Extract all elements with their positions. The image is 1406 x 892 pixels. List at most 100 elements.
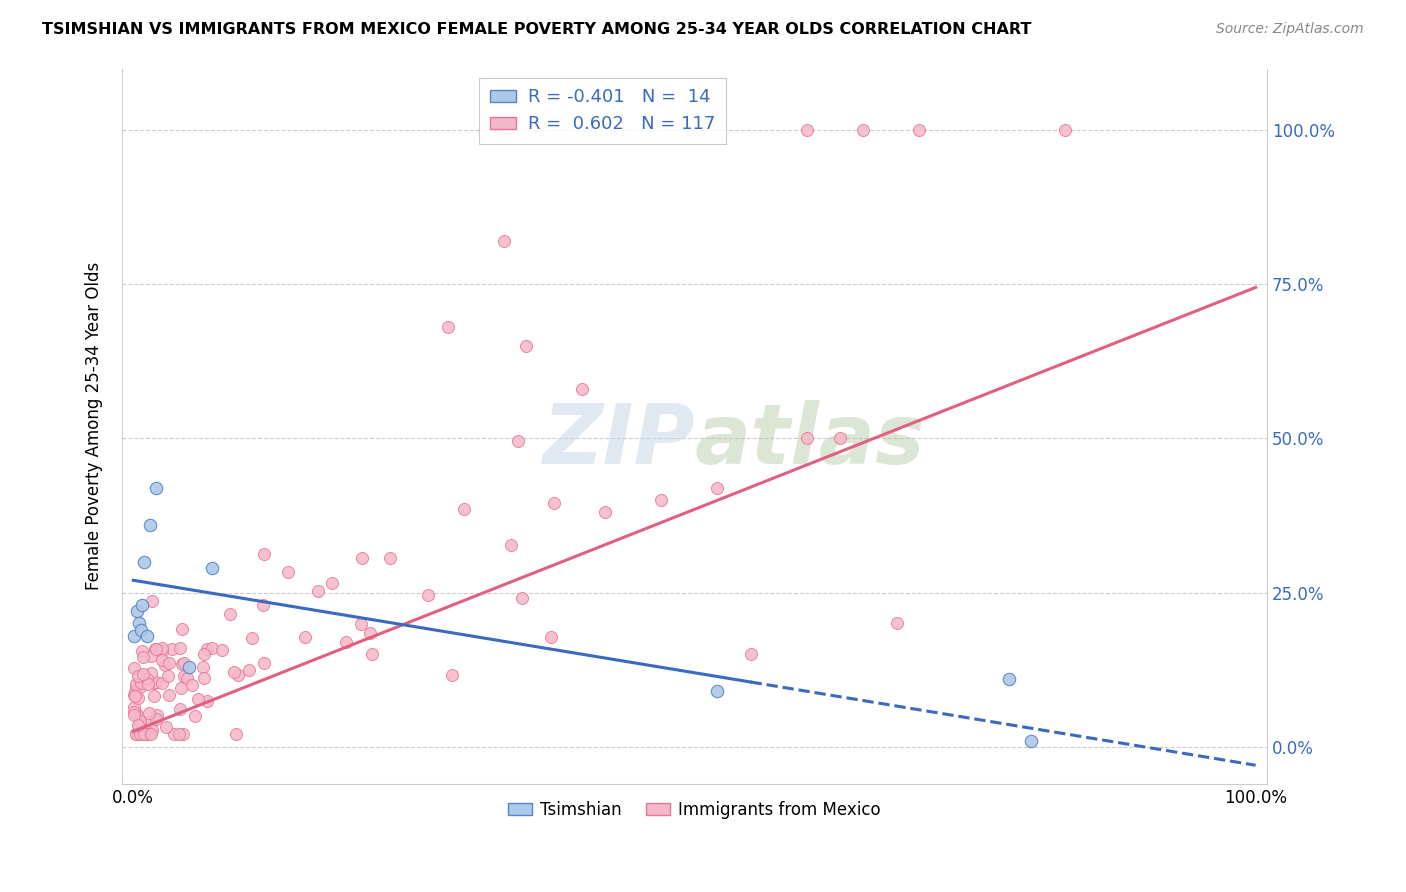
Point	[136, 677, 159, 691]
Point	[436, 320, 458, 334]
Point	[211, 643, 233, 657]
Point	[277, 566, 299, 580]
Point	[201, 561, 224, 575]
Point	[139, 649, 162, 664]
Text: ZIP: ZIP	[541, 400, 695, 481]
Point	[124, 708, 146, 723]
Point	[129, 680, 152, 694]
Point	[173, 657, 195, 671]
Point	[145, 712, 167, 726]
Point	[157, 688, 180, 702]
Point	[128, 616, 150, 631]
Point	[492, 234, 515, 248]
Point	[127, 669, 149, 683]
Point	[132, 727, 155, 741]
Point	[124, 685, 146, 699]
Point	[240, 631, 263, 645]
Point	[145, 642, 167, 657]
Point	[129, 714, 152, 729]
Point	[499, 538, 522, 552]
Point	[515, 339, 537, 353]
Point	[176, 671, 198, 685]
Point	[321, 575, 343, 590]
Point	[706, 481, 728, 495]
Point	[124, 629, 146, 643]
Point	[540, 630, 562, 644]
Point	[160, 641, 183, 656]
Point	[294, 630, 316, 644]
Point	[852, 123, 875, 137]
Point	[252, 598, 274, 612]
Point	[350, 551, 373, 566]
Point	[157, 657, 180, 671]
Point	[167, 727, 190, 741]
Point	[124, 690, 146, 704]
Point	[179, 659, 201, 673]
Point	[129, 623, 152, 637]
Point	[191, 660, 214, 674]
Point	[124, 677, 146, 691]
Point	[132, 727, 155, 741]
Point	[650, 493, 672, 508]
Point	[127, 727, 149, 741]
Point	[138, 706, 160, 721]
Point	[124, 688, 146, 702]
Point	[593, 505, 616, 519]
Point	[796, 123, 818, 137]
Point	[150, 641, 173, 656]
Point	[134, 555, 156, 569]
Point	[125, 706, 148, 721]
Point	[886, 616, 908, 631]
Point	[156, 669, 179, 683]
Point	[135, 714, 157, 729]
Point	[225, 727, 247, 741]
Point	[124, 705, 146, 719]
Point	[150, 644, 173, 658]
Point	[128, 727, 150, 741]
Point	[145, 708, 167, 723]
Point	[173, 669, 195, 683]
Point	[172, 657, 194, 671]
Point	[453, 501, 475, 516]
Point	[201, 641, 224, 656]
Point	[135, 629, 157, 643]
Point	[150, 675, 173, 690]
Point	[131, 644, 153, 658]
Point	[908, 123, 931, 137]
Point	[706, 684, 728, 698]
Point	[141, 666, 163, 681]
Point	[124, 699, 146, 714]
Point	[127, 690, 149, 705]
Point	[830, 432, 852, 446]
Point	[129, 716, 152, 731]
Point	[510, 591, 533, 605]
Point	[131, 727, 153, 741]
Point	[139, 727, 162, 741]
Point	[131, 598, 153, 612]
Point	[740, 647, 762, 661]
Point	[150, 653, 173, 667]
Point	[153, 657, 176, 672]
Point	[184, 709, 207, 723]
Point	[506, 434, 529, 448]
Point	[141, 723, 163, 738]
Point	[186, 691, 208, 706]
Point	[197, 641, 219, 656]
Point	[1019, 733, 1042, 747]
Point	[136, 727, 159, 741]
Point	[219, 607, 242, 622]
Point	[163, 727, 186, 741]
Point	[197, 694, 219, 708]
Point	[125, 727, 148, 741]
Point	[228, 667, 250, 681]
Point	[180, 678, 202, 692]
Point	[224, 665, 246, 680]
Point	[169, 702, 191, 716]
Point	[378, 550, 401, 565]
Point	[125, 604, 148, 618]
Point	[361, 648, 384, 662]
Point	[418, 588, 440, 602]
Point	[127, 718, 149, 732]
Text: atlas: atlas	[695, 400, 925, 481]
Point	[145, 481, 167, 495]
